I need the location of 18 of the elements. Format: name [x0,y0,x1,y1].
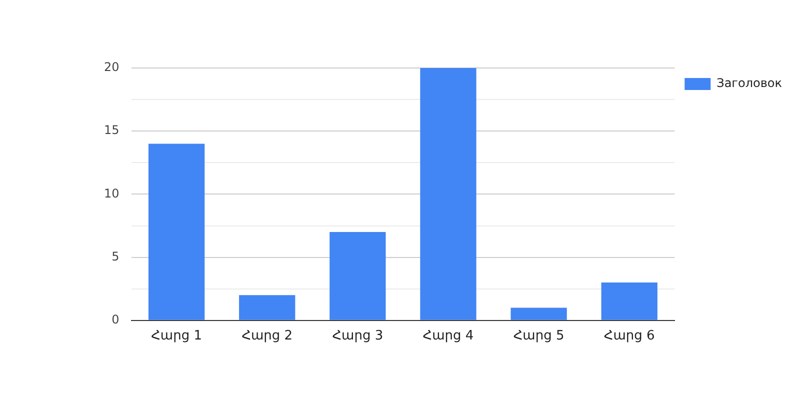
legend-label: Заголовок [716,76,782,90]
x-tick-label: Հարց 4 [422,328,474,344]
y-tick-label: 20 [104,60,120,74]
y-tick-label: 10 [104,186,120,200]
x-tick-label: Հարց 1 [151,328,202,344]
y-tick-label: 0 [112,312,120,327]
x-tick-label: Հարց 2 [242,328,293,344]
x-tick-label: Հարց 3 [332,328,384,344]
x-tick-label: Հարց 5 [513,328,564,344]
y-tick-label: 15 [104,123,120,138]
x-tick-label: Հարց 6 [604,328,655,344]
bar [420,68,476,320]
bar [239,295,296,320]
bar [148,144,205,320]
y-tick-label: 5 [112,249,120,264]
bar [601,282,658,320]
bar [510,308,567,320]
bar [330,232,386,320]
